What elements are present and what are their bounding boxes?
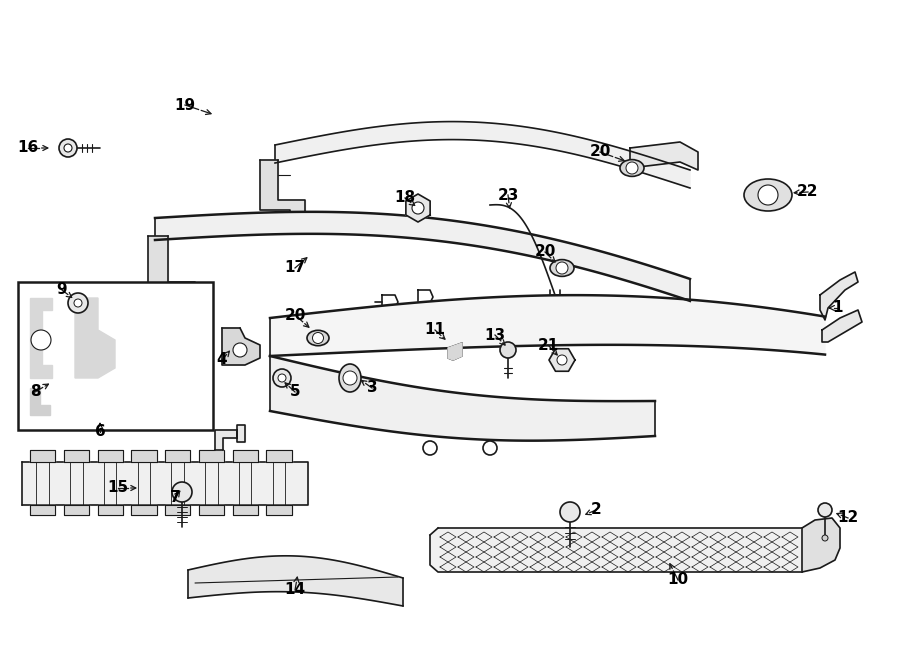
Circle shape — [312, 332, 323, 344]
Ellipse shape — [339, 364, 361, 392]
Text: 20: 20 — [535, 245, 555, 260]
Text: 16: 16 — [17, 141, 39, 155]
Circle shape — [626, 162, 638, 174]
Text: 23: 23 — [498, 188, 518, 202]
Polygon shape — [222, 328, 260, 365]
Polygon shape — [97, 450, 122, 462]
Circle shape — [822, 535, 828, 541]
Ellipse shape — [307, 330, 329, 346]
Circle shape — [74, 299, 82, 307]
Text: 20: 20 — [590, 145, 611, 159]
Text: 10: 10 — [668, 572, 688, 588]
Polygon shape — [266, 505, 292, 515]
Polygon shape — [155, 212, 690, 301]
Polygon shape — [188, 556, 403, 606]
Circle shape — [423, 441, 437, 455]
Polygon shape — [64, 450, 89, 462]
Polygon shape — [30, 388, 50, 415]
Text: 8: 8 — [30, 385, 40, 399]
Bar — [18, 282, 213, 430]
Circle shape — [556, 262, 568, 274]
Polygon shape — [30, 450, 55, 462]
Polygon shape — [232, 450, 257, 462]
Polygon shape — [97, 505, 122, 515]
Text: 1: 1 — [832, 301, 843, 315]
Circle shape — [64, 144, 72, 152]
Circle shape — [172, 482, 192, 502]
Polygon shape — [22, 462, 308, 505]
Text: 17: 17 — [284, 260, 306, 276]
Ellipse shape — [550, 260, 574, 276]
Polygon shape — [64, 505, 89, 515]
Circle shape — [560, 502, 580, 522]
Text: 4: 4 — [217, 352, 228, 368]
Polygon shape — [430, 528, 815, 572]
Text: 22: 22 — [797, 184, 819, 200]
Circle shape — [233, 343, 247, 357]
Polygon shape — [165, 450, 190, 462]
Ellipse shape — [744, 179, 792, 211]
Polygon shape — [266, 450, 292, 462]
Text: 9: 9 — [57, 282, 68, 297]
Circle shape — [273, 369, 291, 387]
Text: 13: 13 — [484, 327, 506, 342]
Polygon shape — [270, 356, 655, 441]
Text: 3: 3 — [366, 381, 377, 395]
Polygon shape — [131, 505, 157, 515]
Polygon shape — [260, 160, 305, 225]
Polygon shape — [275, 122, 690, 188]
Text: 21: 21 — [537, 338, 559, 352]
Polygon shape — [199, 505, 224, 515]
Polygon shape — [165, 505, 190, 515]
Polygon shape — [30, 298, 52, 378]
Polygon shape — [549, 349, 575, 371]
Polygon shape — [215, 425, 245, 450]
Circle shape — [68, 293, 88, 313]
Polygon shape — [406, 194, 430, 222]
Circle shape — [31, 330, 51, 350]
Text: 15: 15 — [107, 481, 129, 496]
Polygon shape — [820, 272, 858, 320]
Circle shape — [818, 503, 832, 517]
Circle shape — [278, 374, 286, 382]
Text: 14: 14 — [284, 582, 306, 598]
Polygon shape — [802, 518, 840, 572]
Text: 19: 19 — [175, 98, 195, 112]
Circle shape — [59, 139, 77, 157]
Polygon shape — [448, 343, 462, 360]
Polygon shape — [822, 310, 862, 342]
Text: 5: 5 — [290, 385, 301, 399]
Text: 20: 20 — [284, 307, 306, 323]
Polygon shape — [630, 142, 698, 170]
Text: 18: 18 — [394, 190, 416, 206]
Circle shape — [758, 185, 778, 205]
Text: 11: 11 — [425, 323, 446, 338]
Polygon shape — [75, 298, 115, 378]
Circle shape — [343, 371, 357, 385]
Circle shape — [557, 355, 567, 365]
Circle shape — [412, 202, 424, 214]
Text: 12: 12 — [837, 510, 859, 525]
Ellipse shape — [620, 159, 644, 176]
Text: 6: 6 — [94, 424, 105, 440]
Polygon shape — [270, 295, 825, 356]
Polygon shape — [232, 505, 257, 515]
Text: 7: 7 — [170, 490, 180, 506]
Polygon shape — [131, 450, 157, 462]
Text: 2: 2 — [590, 502, 601, 518]
Circle shape — [500, 342, 516, 358]
Polygon shape — [148, 236, 195, 310]
Circle shape — [483, 441, 497, 455]
Polygon shape — [30, 505, 55, 515]
Polygon shape — [199, 450, 224, 462]
